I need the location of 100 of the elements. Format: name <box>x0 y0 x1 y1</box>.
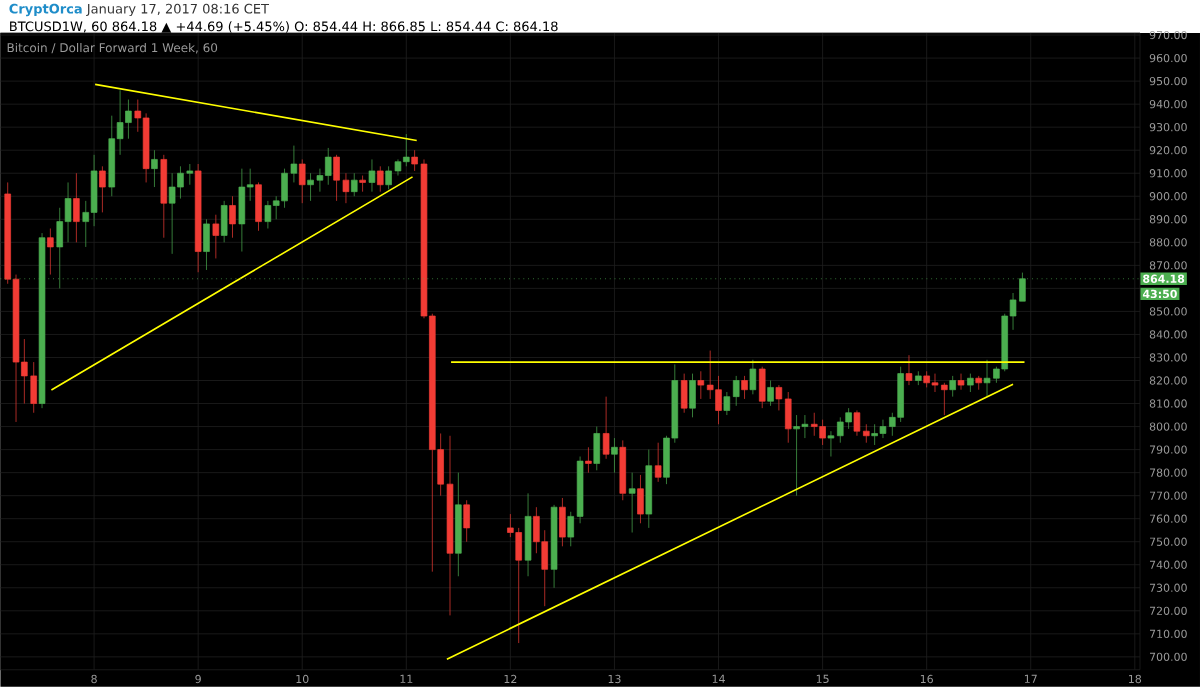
candlestick <box>403 133 410 167</box>
candlestick <box>324 147 332 186</box>
candlestick <box>394 159 402 176</box>
x-tick-label: 16 <box>920 674 933 684</box>
text: BTCUSD1W, 60 864.18 ▲ +44.69 (+5.45%) O: 854.44 H: 866.85 L: 854.44 C: 864.18 <box>10 21 558 33</box>
candlestick <box>108 115 116 197</box>
y-tick-label: 840.00 <box>1149 330 1187 339</box>
candlestick <box>246 168 254 202</box>
candlestick <box>775 384 783 411</box>
candlestick <box>316 168 324 193</box>
candlestick <box>732 375 740 407</box>
x-tick-label: 11 <box>400 674 413 683</box>
y-tick-label: 900.00 <box>1149 192 1187 201</box>
x-tick-label: 15 <box>816 674 829 684</box>
candlestick <box>611 437 618 474</box>
candlestick <box>949 375 956 398</box>
y-tick-label: 920.00 <box>1149 146 1187 155</box>
candlestick <box>134 99 142 133</box>
y-tick-label: 910.00 <box>1149 169 1187 178</box>
candlestick <box>941 382 948 416</box>
x-tick-label: 9 <box>195 674 201 684</box>
candlestick <box>602 396 610 460</box>
candlestick <box>238 168 246 252</box>
candlestick <box>359 175 366 193</box>
candlestick <box>915 371 922 386</box>
candlestick <box>923 371 930 388</box>
candlestick <box>298 159 306 204</box>
candlestick <box>689 373 696 418</box>
y-tick-label: 960.00 <box>1149 54 1187 63</box>
y-tick-label: 740.00 <box>1149 560 1187 569</box>
y-tick-label: 750.00 <box>1149 537 1187 546</box>
candlestick <box>853 410 861 437</box>
candlestick <box>931 373 939 393</box>
candlestick <box>73 172 80 243</box>
candlestick <box>559 497 566 547</box>
candlestick <box>411 149 418 172</box>
candlestick <box>957 373 965 391</box>
candlestick <box>654 442 662 483</box>
candlestick <box>47 228 54 276</box>
y-tick-label: 710.00 <box>1149 629 1187 639</box>
candlestick <box>455 472 462 577</box>
candlestick <box>255 182 262 232</box>
candlestick <box>377 166 384 193</box>
candlestick <box>983 359 991 398</box>
candlestick <box>446 435 454 616</box>
text: 43:50 <box>1142 289 1177 299</box>
annotation: Bitcoin / Dollar Forward 1 Week, 60 <box>7 43 218 54</box>
y-tick-label: 770.00 <box>1149 491 1187 500</box>
y-tick-label: 890.00 <box>1149 215 1187 224</box>
chart-title: CryptOrca <box>9 3 82 17</box>
candlestick <box>524 493 532 577</box>
candlestick <box>385 166 392 190</box>
candlestick <box>30 361 37 414</box>
y-tick-label: 870.00 <box>1149 261 1187 270</box>
candlestick <box>212 214 220 259</box>
candlestick <box>333 154 340 202</box>
x-tick-label: 12 <box>504 674 517 684</box>
y-tick-label: 720.00 <box>1149 606 1187 616</box>
candlestick <box>307 172 314 202</box>
candlestick <box>142 113 150 183</box>
candlestick <box>229 196 236 239</box>
candlestick <box>160 154 168 239</box>
candlestick <box>463 500 470 543</box>
y-tick-label: 830.00 <box>1149 353 1187 362</box>
candlestick <box>576 456 584 524</box>
candlestick <box>975 375 982 391</box>
x-tick-label: 13 <box>608 674 621 684</box>
candlestick <box>645 449 653 529</box>
ref-line-label: 864.18 <box>1143 274 1185 284</box>
y-tick-label: 760.00 <box>1149 514 1187 523</box>
y-tick-label: 970.00 <box>1149 30 1187 40</box>
y-tick-label: 930.00 <box>1149 123 1187 132</box>
candlestick <box>342 172 350 204</box>
candlestick <box>585 447 592 474</box>
y-tick-label: 800.00 <box>1149 422 1187 431</box>
candlestick <box>905 354 913 386</box>
x-tick-label: 18 <box>1129 674 1142 684</box>
candlestick <box>680 373 688 414</box>
candlestick <box>203 219 210 271</box>
candlestick <box>220 200 228 243</box>
candlestick <box>628 472 636 533</box>
candlestick <box>290 145 298 183</box>
y-tick-label: 810.00 <box>1149 399 1187 408</box>
candlestick <box>550 504 558 589</box>
candlestick <box>723 391 731 416</box>
candlestick <box>368 159 376 193</box>
candlestick <box>827 430 835 457</box>
candlestick <box>758 366 766 409</box>
candlestick <box>90 154 98 227</box>
y-tick-label: 850.00 <box>1149 307 1187 316</box>
y-tick-label: 820.00 <box>1149 376 1187 385</box>
candlestick <box>593 426 601 471</box>
chart-subtitle: January 17, 2017 08:16 CET <box>86 3 269 17</box>
y-tick-label: 780.00 <box>1149 468 1187 477</box>
candlestick <box>82 200 90 248</box>
y-tick-label: 940.00 <box>1149 100 1187 109</box>
candlestick <box>784 391 792 444</box>
candlestick <box>186 163 194 186</box>
candlestick <box>151 149 158 188</box>
x-tick-label: 8 <box>91 674 97 684</box>
